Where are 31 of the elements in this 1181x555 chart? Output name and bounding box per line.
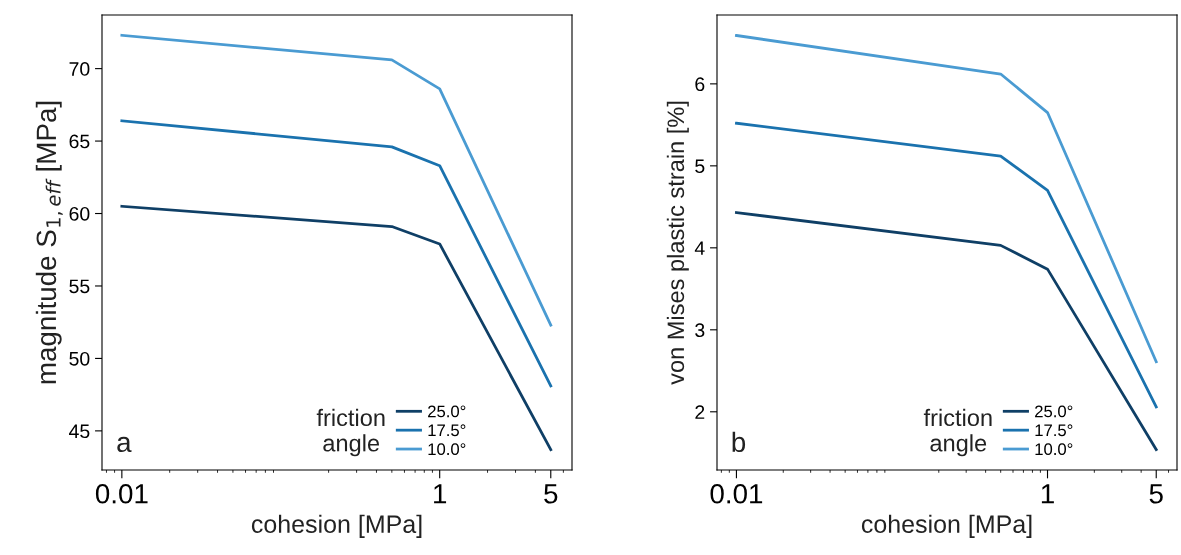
y-axis-title: magnitude S$_{1,eff}$ [MPa]	[35, 101, 63, 384]
x-tick-label: 0.01	[95, 483, 148, 504]
x-tick-label: 1	[434, 484, 447, 504]
x-tick-label: 5	[544, 484, 558, 504]
x-tick-label: 1	[1041, 484, 1054, 504]
legend-title: friction angle	[316, 408, 385, 457]
y-tick-label: 50	[69, 351, 90, 366]
x-tick-label: 0.01	[710, 483, 763, 504]
y-tick-label: 5	[695, 159, 705, 174]
legend-title: friction angle	[923, 408, 992, 457]
x-axis-title: cohesion [MPa]	[251, 514, 422, 538]
y-tick-label: 6	[695, 77, 705, 92]
y-tick-label: 70	[69, 62, 90, 76]
legend-label: 25.0°	[428, 405, 466, 418]
legend-label: 17.5°	[1035, 424, 1073, 437]
y-tick-label: 55	[69, 279, 90, 294]
annotation: b	[732, 431, 746, 453]
x-tick-label: 5	[1149, 484, 1163, 504]
annotation: a	[117, 436, 132, 453]
y-axis-title: von Mises plastic strain [%]	[666, 101, 689, 385]
y-tick-label: 45	[69, 424, 90, 439]
y-tick-label: 4	[694, 241, 705, 255]
legend-label: 25.0°	[1035, 405, 1073, 418]
legend-label: 10.0°	[428, 443, 466, 456]
legend-label: 10.0°	[1035, 443, 1073, 456]
y-tick-label: 2	[695, 405, 705, 419]
x-axis-title: cohesion [MPa]	[861, 514, 1032, 538]
y-tick-label: 3	[695, 323, 705, 338]
legend-label: 17.5°	[428, 424, 466, 437]
y-tick-label: 60	[69, 206, 90, 221]
y-tick-label: 65	[69, 134, 90, 149]
